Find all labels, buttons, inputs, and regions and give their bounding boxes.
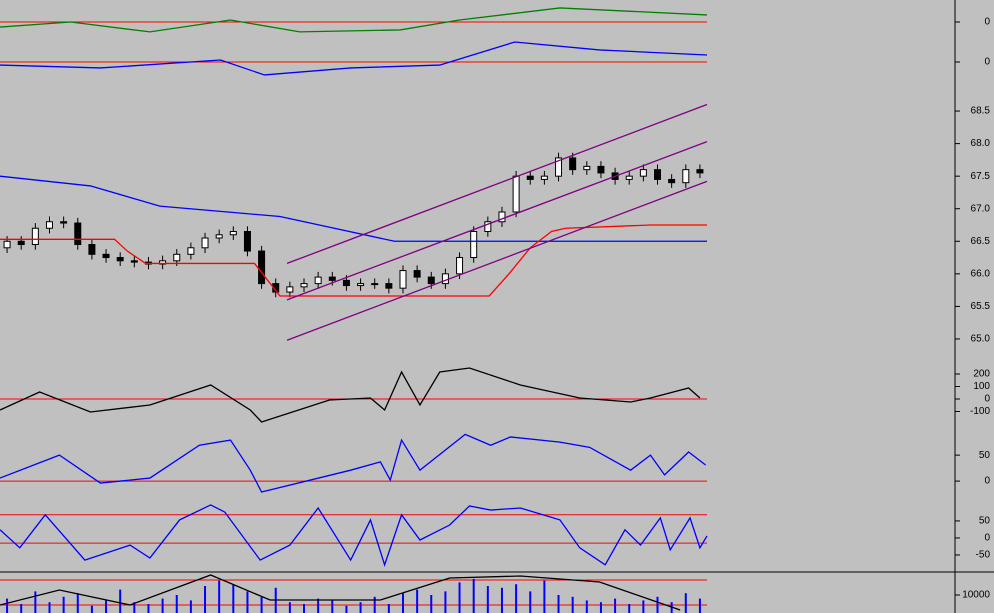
candle-body xyxy=(272,283,280,293)
y-tick-label: 0 xyxy=(984,533,990,544)
candle-body xyxy=(413,270,421,278)
candle-body xyxy=(45,221,53,229)
y-tick-label: -100 xyxy=(970,406,990,417)
candle-body xyxy=(116,257,124,262)
candle-body xyxy=(639,169,647,177)
candle-body xyxy=(17,240,25,246)
line-series xyxy=(286,141,708,301)
line-series xyxy=(0,224,707,297)
candle-body xyxy=(215,234,223,239)
y-tick-label: 0 xyxy=(984,57,990,68)
candle-body xyxy=(328,276,336,281)
y-tick-label: 0 xyxy=(984,17,990,28)
line-series xyxy=(0,574,681,611)
y-tick-label: 10000 xyxy=(962,590,990,601)
candle-body xyxy=(512,175,520,213)
candle-body xyxy=(597,165,605,174)
candle-body xyxy=(470,231,478,259)
candle-body xyxy=(258,250,266,285)
line-series xyxy=(0,504,708,567)
y-tick-label: 68.5 xyxy=(971,106,991,117)
line-series xyxy=(286,103,708,265)
candle-body xyxy=(540,175,548,180)
y-tick-label: 66.0 xyxy=(971,268,991,279)
line-series xyxy=(0,7,708,33)
y-tick-label: 67.0 xyxy=(971,203,991,214)
line-series xyxy=(0,367,701,423)
y-tick-label: 50 xyxy=(979,516,991,527)
line-series xyxy=(286,180,708,341)
candle-body xyxy=(342,279,350,287)
line-series xyxy=(0,433,706,493)
candle-body xyxy=(456,257,464,275)
candle-body xyxy=(441,273,449,285)
candle-body xyxy=(243,231,251,252)
candle-body xyxy=(201,237,209,249)
y-tick-label: 65.0 xyxy=(971,334,991,345)
candle-body xyxy=(130,260,138,263)
y-tick-label: 0 xyxy=(984,394,990,405)
candle-body xyxy=(229,231,237,236)
candle-body xyxy=(526,175,534,180)
candle-body xyxy=(696,169,704,174)
y-tick-label: 68.0 xyxy=(971,138,991,149)
line-series xyxy=(0,41,708,76)
candle-body xyxy=(286,286,294,293)
candle-body xyxy=(484,221,492,233)
candle-body xyxy=(3,240,11,249)
line-series xyxy=(0,175,707,242)
y-tick-label: 0 xyxy=(984,476,990,487)
candle-body xyxy=(173,253,181,262)
candle-body xyxy=(385,283,393,289)
candle-body xyxy=(555,157,563,177)
candle-body xyxy=(427,276,435,285)
y-tick-label: 200 xyxy=(973,369,990,380)
candle-body xyxy=(60,221,68,224)
candle-body xyxy=(569,157,577,171)
candle-body xyxy=(399,270,407,289)
candle-body xyxy=(371,283,379,286)
candle-body xyxy=(102,253,110,259)
candle-body xyxy=(682,169,690,184)
candle-body xyxy=(583,165,591,171)
candle-body xyxy=(88,244,96,255)
candle-body xyxy=(187,247,195,255)
candle-body xyxy=(498,211,506,223)
candle-body xyxy=(668,178,676,184)
candle-body xyxy=(74,222,82,246)
candle-body xyxy=(300,283,308,288)
y-tick-label: 67.5 xyxy=(971,171,991,182)
candle-body xyxy=(625,175,633,180)
candle-body xyxy=(654,169,662,180)
y-tick-label: 100 xyxy=(973,381,990,392)
y-tick-label: 66.5 xyxy=(971,236,991,247)
y-tick-label: 50 xyxy=(979,450,991,461)
candle-body xyxy=(357,283,365,287)
y-tick-label: 65.5 xyxy=(971,301,991,312)
candle-body xyxy=(314,276,322,285)
candle-body xyxy=(159,260,167,265)
candle-body xyxy=(31,227,39,246)
y-tick-label: -50 xyxy=(976,550,991,561)
